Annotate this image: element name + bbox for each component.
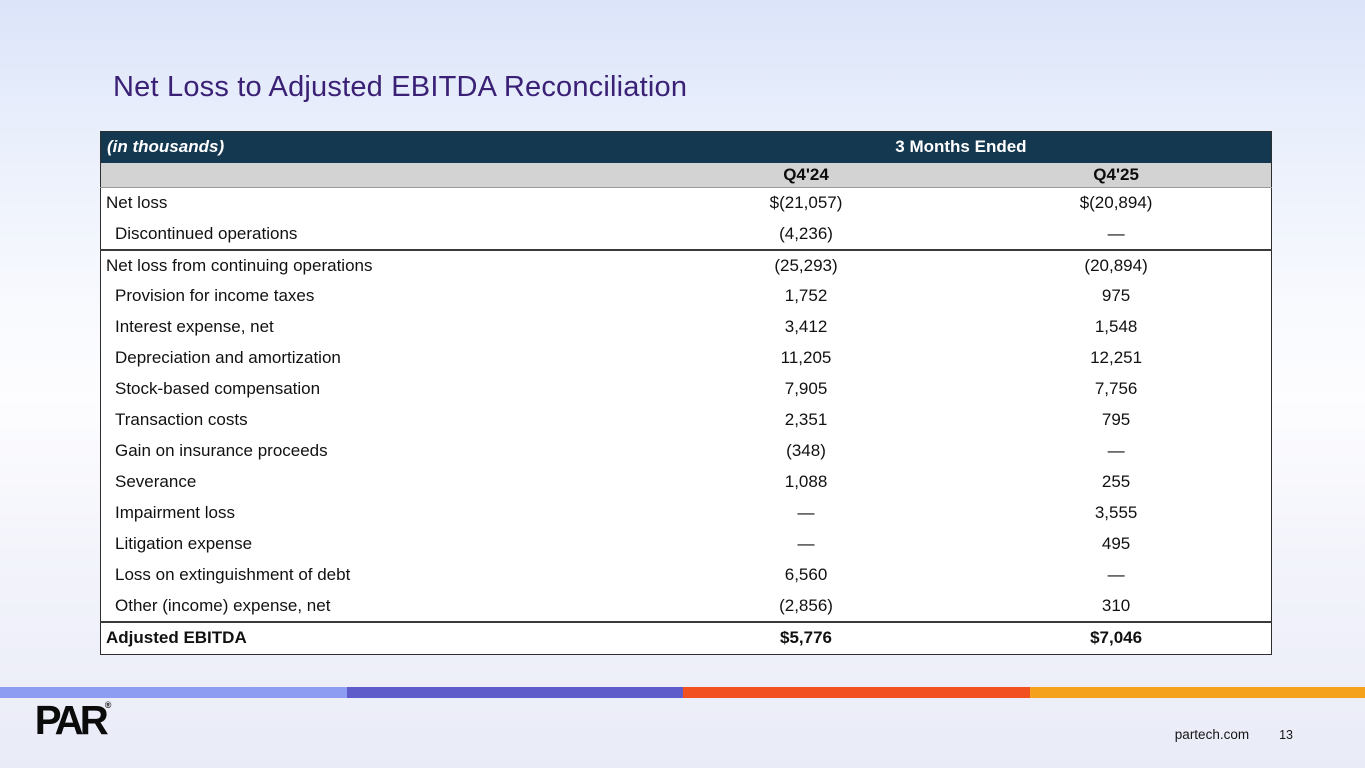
period-header: 3 Months Ended — [895, 137, 1027, 157]
par-logo-text: PAR — [34, 697, 109, 743]
table-row: Adjusted EBITDA $5,776 $7,046 — [100, 620, 1272, 655]
table-row: Transaction costs 2,351 795 — [101, 405, 1272, 436]
empty-header-cell — [101, 163, 651, 188]
stripe-segment-purple — [346, 687, 684, 698]
value-cell-q424: (4,236) — [779, 223, 833, 243]
unit-label: (in thousands) — [107, 137, 225, 157]
page-number: 13 — [1279, 728, 1293, 742]
value-cell-q424: $(21,057) — [769, 193, 843, 213]
value-cell-q424: (348) — [786, 441, 826, 460]
table-row: Litigation expense — 495 — [101, 529, 1272, 560]
value-cell-q424: 1,088 — [784, 472, 828, 491]
value-cell-q425: 975 — [1101, 286, 1131, 305]
value-cell-q425: (20,894) — [961, 248, 1272, 281]
row-label: Stock-based compensation — [115, 379, 321, 398]
table-body: Net loss $(21,057) $(20,894) Discontinued o… — [100, 188, 1272, 655]
table-row: Stock-based compensation 7,905 7,756 — [101, 374, 1272, 405]
value-cell-q425: $7,046 — [961, 620, 1272, 655]
value-cell-q425: 12,251 — [1090, 348, 1143, 367]
value-cell-q425: 310 — [1101, 595, 1131, 615]
value-cell-q425: 3,555 — [1094, 503, 1138, 522]
value-cell-q424: — — [797, 534, 815, 553]
column-header-row: Q4'24 Q4'25 — [100, 162, 1272, 188]
row-label: Litigation expense — [115, 534, 253, 553]
table-row: Gain on insurance proceeds (348) — — [101, 436, 1272, 467]
value-cell-q424: $5,776 — [650, 620, 962, 655]
value-cell-q425: — — [1107, 441, 1125, 460]
row-label: Depreciation and amortization — [115, 348, 341, 367]
value-cell-q425: — — [1107, 223, 1125, 243]
footer-accent-stripe — [0, 687, 1365, 698]
stripe-segment-orange — [1030, 687, 1365, 698]
stripe-segment-red-orange — [683, 687, 1030, 698]
value-cell-q425: 255 — [1101, 472, 1131, 491]
table-row: Other (income) expense, net (2,856) 310 — [101, 591, 1272, 622]
row-label: Net loss — [106, 193, 168, 213]
value-cell-q425: — — [1107, 565, 1125, 584]
value-cell-q425: 1,548 — [1094, 317, 1138, 336]
row-label: Loss on extinguishment of debt — [115, 565, 351, 584]
value-cell-q424: 7,905 — [784, 379, 828, 398]
row-label: Interest expense, net — [115, 317, 274, 336]
row-label: Transaction costs — [115, 410, 248, 429]
row-label: Impairment loss — [115, 503, 235, 522]
value-cell-q424: 6,560 — [784, 565, 828, 584]
page-title: Net Loss to Adjusted EBITDA Reconciliati… — [113, 71, 688, 104]
table-row: Provision for income taxes 1,752 975 — [101, 281, 1272, 312]
value-cell-q424: 2,351 — [784, 410, 828, 429]
table-row: Depreciation and amortization 11,205 12,25… — [101, 343, 1272, 374]
table-row: Net loss from continuing operations (25,2… — [100, 248, 1272, 281]
table-row: Severance 1,088 255 — [101, 467, 1272, 498]
value-cell-q424: (25,293) — [650, 248, 962, 281]
table-row: Interest expense, net 3,412 1,548 — [101, 312, 1272, 343]
column-header-q424: Q4'24 — [783, 164, 829, 184]
table-row: Net loss $(21,057) $(20,894) — [101, 188, 1272, 219]
value-cell-q424: 11,205 — [780, 348, 832, 367]
registered-mark: ® — [104, 700, 112, 710]
row-label: Adjusted EBITDA — [100, 620, 651, 655]
row-label: Gain on insurance proceeds — [115, 441, 328, 460]
value-cell-q424: — — [797, 503, 815, 522]
row-label: Net loss from continuing operations — [100, 248, 651, 281]
par-logo: PAR® — [35, 700, 112, 741]
column-header-q425: Q4'25 — [1093, 164, 1139, 184]
reconciliation-table: (in thousands) 3 Months Ended Q4'24 Q4'2… — [100, 131, 1272, 655]
footer-right: partech.com 13 — [1175, 727, 1293, 742]
row-label: Discontinued operations — [115, 223, 298, 243]
row-label: Severance — [115, 472, 197, 491]
value-cell-q424: (2,856) — [779, 595, 833, 615]
value-cell-q425: 7,756 — [1094, 379, 1138, 398]
table-row: Loss on extinguishment of debt 6,560 — — [101, 560, 1272, 591]
website-text: partech.com — [1174, 727, 1250, 742]
value-cell-q424: 3,412 — [784, 317, 828, 336]
value-cell-q425: 495 — [1101, 534, 1131, 553]
row-label: Other (income) expense, net — [115, 595, 331, 615]
table-row: Discontinued operations (4,236) — — [101, 219, 1272, 250]
table-header-row: (in thousands) 3 Months Ended — [100, 131, 1272, 163]
stripe-segment-periwinkle — [0, 687, 347, 698]
value-cell-q424: 1,752 — [784, 286, 828, 305]
value-cell-q425: 795 — [1101, 410, 1131, 429]
value-cell-q425: $(20,894) — [1079, 193, 1153, 213]
row-label: Provision for income taxes — [115, 286, 315, 305]
table-row: Impairment loss — 3,555 — [101, 498, 1272, 529]
